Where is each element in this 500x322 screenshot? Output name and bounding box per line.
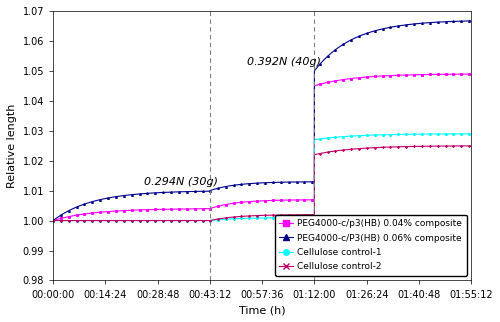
Legend: PEG4000-c/p3(HB) 0.04% composite, PEG4000-c/P3(HB) 0.06% composite, Cellulose co: PEG4000-c/p3(HB) 0.04% composite, PEG400… xyxy=(275,215,466,276)
PEG4000-c/p3(HB) 0.04% composite xyxy=(50,219,56,223)
Cellulose control-2 xyxy=(410,145,416,148)
Text: 0.392N (40g): 0.392N (40g) xyxy=(246,57,320,67)
Line: Cellulose control-1: Cellulose control-1 xyxy=(52,133,472,222)
Y-axis label: Relative length: Relative length xyxy=(7,103,17,188)
PEG4000-c/P3(HB) 0.06% composite xyxy=(50,219,56,223)
Cellulose control-2 xyxy=(76,219,82,223)
PEG4000-c/P3(HB) 0.06% composite xyxy=(304,180,310,184)
Cellulose control-1 xyxy=(304,216,310,220)
PEG4000-c/p3(HB) 0.04% composite xyxy=(316,82,322,86)
Cellulose control-1 xyxy=(50,219,56,223)
Cellulose control-2 xyxy=(50,219,56,223)
Line: Cellulose control-2: Cellulose control-2 xyxy=(52,145,472,222)
PEG4000-c/p3(HB) 0.04% composite xyxy=(293,198,299,202)
PEG4000-c/p3(HB) 0.04% composite xyxy=(367,75,373,79)
PEG4000-c/P3(HB) 0.06% composite xyxy=(293,180,299,184)
Cellulose control-1 xyxy=(293,216,299,220)
X-axis label: Time (h): Time (h) xyxy=(239,305,286,315)
Line: PEG4000-c/P3(HB) 0.06% composite: PEG4000-c/P3(HB) 0.06% composite xyxy=(52,20,472,222)
Cellulose control-2 xyxy=(316,152,322,156)
Cellulose control-1 xyxy=(367,133,373,137)
Cellulose control-1 xyxy=(76,219,82,223)
Cellulose control-1 xyxy=(468,132,474,136)
Cellulose control-2 xyxy=(304,213,310,217)
PEG4000-c/p3(HB) 0.04% composite xyxy=(410,73,416,77)
Cellulose control-1 xyxy=(316,137,322,141)
PEG4000-c/P3(HB) 0.06% composite xyxy=(410,22,416,26)
PEG4000-c/P3(HB) 0.06% composite xyxy=(76,204,82,208)
PEG4000-c/p3(HB) 0.04% composite xyxy=(76,213,82,217)
Text: 0.294N (30g): 0.294N (30g) xyxy=(144,177,218,187)
Cellulose control-2 xyxy=(367,146,373,150)
PEG4000-c/P3(HB) 0.06% composite xyxy=(367,30,373,34)
PEG4000-c/p3(HB) 0.04% composite xyxy=(468,72,474,76)
PEG4000-c/p3(HB) 0.04% composite xyxy=(304,198,310,202)
Cellulose control-1 xyxy=(410,132,416,136)
PEG4000-c/P3(HB) 0.06% composite xyxy=(468,19,474,23)
PEG4000-c/P3(HB) 0.06% composite xyxy=(316,63,322,67)
Cellulose control-2 xyxy=(293,213,299,217)
Line: PEG4000-c/p3(HB) 0.04% composite: PEG4000-c/p3(HB) 0.04% composite xyxy=(52,73,472,222)
Cellulose control-2 xyxy=(468,144,474,148)
